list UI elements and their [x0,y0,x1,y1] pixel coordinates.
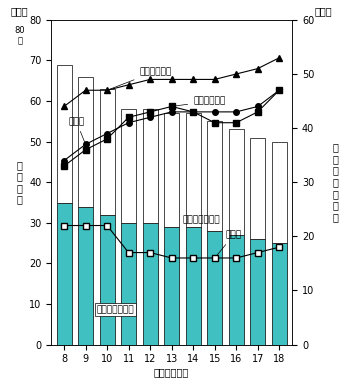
Bar [164,227,179,344]
Text: 進学率（女）: 進学率（女） [110,67,172,89]
Bar [143,223,158,344]
Bar [78,207,93,344]
Bar [229,129,244,235]
Text: （人）: （人） [11,7,28,17]
Text: 進学率（男）: 進学率（男） [174,97,225,106]
Bar [186,227,201,344]
Bar [229,235,244,344]
Bar [78,77,93,207]
Y-axis label: 進
学
率
・
就
職
率: 進 学 率 ・ 就 職 率 [333,142,338,222]
Y-axis label: 卒
業
者
数: 卒 業 者 数 [17,160,23,205]
Bar [250,239,265,344]
Text: 進学率: 進学率 [68,117,85,142]
X-axis label: 年３月卒業者: 年３月卒業者 [154,367,189,377]
Text: 80
千: 80 千 [14,26,25,46]
Text: 卒業者数（男）: 卒業者数（男） [96,305,134,314]
Text: 卒業者数（女）: 卒業者数（女） [183,216,220,225]
Bar [164,113,179,227]
Bar [272,142,287,243]
Bar [272,243,287,344]
Bar [100,89,115,215]
Bar [143,109,158,223]
Text: （％）: （％） [315,7,332,17]
Bar [121,109,136,223]
Bar [207,231,222,344]
Bar [57,202,72,344]
Bar [207,121,222,231]
Bar [250,137,265,239]
Bar [186,113,201,227]
Bar [57,65,72,202]
Text: 就職率: 就職率 [217,231,241,256]
Bar [100,215,115,344]
Bar [121,223,136,344]
